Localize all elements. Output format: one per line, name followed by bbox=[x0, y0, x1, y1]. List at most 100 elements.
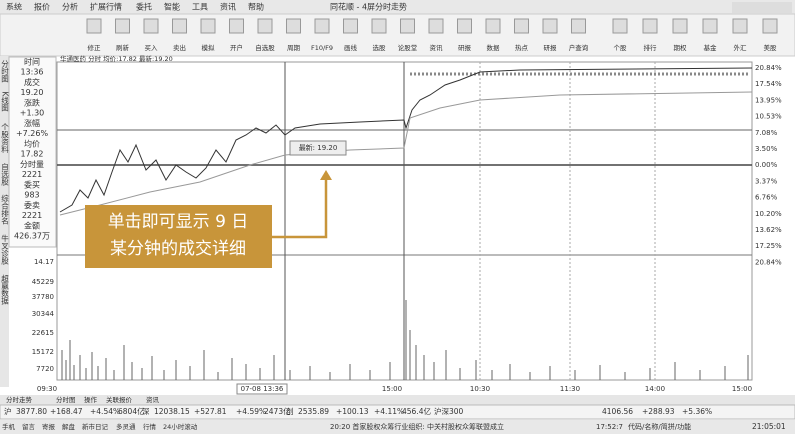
toolbar-label[interactable]: 数据 bbox=[487, 43, 501, 52]
toolbar-icon[interactable] bbox=[702, 18, 718, 34]
menu-item[interactable]: 分析 bbox=[62, 2, 78, 12]
right-axis-label: 17.25% bbox=[755, 242, 782, 250]
menu-bar bbox=[0, 0, 795, 14]
status-button[interactable]: 留言 bbox=[22, 422, 36, 431]
toolbar-icon[interactable] bbox=[485, 18, 501, 34]
toolbar-icon[interactable] bbox=[371, 18, 387, 34]
toolbar-icon[interactable] bbox=[428, 18, 444, 34]
toolbar-label[interactable]: 基金 bbox=[704, 43, 718, 52]
bottom-tab[interactable]: 分时图 bbox=[56, 395, 76, 404]
right-axis-label: 0.00% bbox=[755, 161, 778, 169]
toolbar-icon[interactable] bbox=[762, 18, 778, 34]
toolbar-label[interactable]: 热点 bbox=[515, 43, 529, 52]
toolbar-label[interactable]: 个股 bbox=[614, 44, 628, 52]
toolbar-icon[interactable] bbox=[343, 18, 358, 34]
toolbar-icon[interactable] bbox=[229, 18, 244, 34]
status-button[interactable]: 行情 bbox=[143, 422, 157, 431]
toolbar-label[interactable]: 论股堂 bbox=[398, 43, 418, 52]
menu-item[interactable]: 委托 bbox=[136, 2, 152, 12]
bottom-tab[interactable]: 分时走势 bbox=[6, 395, 33, 404]
toolbar-label[interactable]: 期权 bbox=[674, 43, 688, 52]
toolbar-label[interactable]: 自选股 bbox=[255, 43, 275, 52]
index-item: +4.11% bbox=[374, 407, 404, 416]
sidebar-tab[interactable]: 综合排名 bbox=[0, 193, 9, 226]
status-button[interactable]: 24小时滚动 bbox=[163, 422, 198, 431]
toolbar-icon[interactable] bbox=[672, 18, 688, 34]
info-label: 成交 bbox=[24, 77, 40, 87]
toolbar-label[interactable]: 模拟 bbox=[202, 43, 216, 52]
index-item: 深 bbox=[142, 407, 150, 416]
toolbar-icon[interactable] bbox=[143, 18, 159, 34]
toolbar-icon[interactable] bbox=[542, 18, 558, 34]
toolbar-icon[interactable] bbox=[642, 18, 658, 34]
menu-item[interactable]: 扩展行情 bbox=[90, 2, 122, 12]
right-axis-label: 20.84% bbox=[755, 258, 782, 266]
index-item: 沪 bbox=[4, 406, 12, 416]
search-box[interactable]: 代码/名称/简拼/功能 bbox=[628, 422, 691, 431]
window-controls[interactable] bbox=[732, 2, 792, 13]
toolbar-label[interactable]: 开户 bbox=[230, 43, 243, 52]
status-button[interactable]: 多灵通 bbox=[116, 422, 136, 431]
toolbar-label[interactable]: 户查询 bbox=[569, 43, 589, 52]
toolbar-icon[interactable] bbox=[257, 18, 273, 34]
toolbar-label[interactable]: 研报 bbox=[544, 43, 558, 52]
sidebar-tab[interactable]: 牛叉诊股 bbox=[0, 233, 9, 265]
toolbar-label[interactable]: 选股 bbox=[373, 43, 387, 52]
toolbar-label[interactable]: 刷新 bbox=[116, 43, 130, 52]
sidebar-tab[interactable]: K线图 bbox=[0, 92, 9, 113]
menu-item[interactable]: 报价 bbox=[34, 2, 50, 12]
info-label: 委卖 bbox=[24, 200, 40, 210]
menu-item[interactable]: 系统 bbox=[6, 2, 22, 12]
toolbar-label[interactable]: F10/F9 bbox=[311, 44, 333, 52]
status-button[interactable]: 寄报 bbox=[42, 422, 56, 431]
bottom-tab[interactable]: 操作 bbox=[84, 395, 98, 404]
toolbar-label[interactable]: 买入 bbox=[145, 44, 159, 52]
time-label: 11:30 bbox=[560, 385, 580, 393]
right-axis-label: 13.95% bbox=[755, 96, 782, 104]
bottom-tab[interactable]: 资讯 bbox=[146, 395, 160, 404]
toolbar-label[interactable]: 画线 bbox=[344, 43, 358, 52]
toolbar-icon[interactable] bbox=[457, 18, 472, 34]
right-axis-label: 20.84% bbox=[755, 64, 782, 72]
chart-header: 华通医药 分时 均价:17.82 最新:19.20 bbox=[60, 54, 173, 63]
menu-item[interactable]: 工具 bbox=[192, 3, 208, 12]
index-item: +288.93 bbox=[642, 407, 675, 416]
toolbar-label[interactable]: 资讯 bbox=[430, 43, 444, 52]
toolbar-label[interactable]: 修正 bbox=[88, 43, 102, 52]
sidebar-tab[interactable]: 分时图 bbox=[0, 60, 9, 84]
toolbar-label[interactable]: 美股 bbox=[764, 43, 778, 52]
toolbar-label[interactable]: 卖出 bbox=[173, 43, 186, 52]
toolbar-icon[interactable] bbox=[286, 18, 301, 34]
toolbar-label[interactable]: 外汇 bbox=[734, 43, 748, 52]
status-button[interactable]: 手机 bbox=[2, 422, 16, 431]
menu-item[interactable]: 智能 bbox=[164, 2, 180, 12]
sidebar-tab[interactable]: 超赢数据 bbox=[0, 274, 9, 306]
toolbar-icon[interactable] bbox=[200, 18, 216, 34]
toolbar-label[interactable]: 排行 bbox=[644, 43, 658, 52]
right-axis-label: 3.37% bbox=[755, 177, 778, 185]
toolbar-icon[interactable] bbox=[514, 18, 529, 34]
volume-bars bbox=[61, 300, 749, 380]
menu-item[interactable]: 帮助 bbox=[248, 2, 264, 12]
toolbar-icon[interactable] bbox=[172, 18, 187, 34]
toolbar-icon[interactable] bbox=[571, 18, 586, 34]
toolbar-icon[interactable] bbox=[400, 18, 415, 34]
toolbar-icon[interactable] bbox=[115, 18, 130, 34]
toolbar-icon[interactable] bbox=[612, 18, 628, 34]
toolbar-label[interactable]: 研报 bbox=[458, 43, 472, 52]
arrow-head bbox=[320, 170, 332, 180]
toolbar-icon[interactable] bbox=[86, 18, 102, 34]
status-button[interactable]: 新市日记 bbox=[82, 422, 109, 431]
toolbar-icon[interactable] bbox=[732, 18, 748, 34]
toolbar-icon[interactable] bbox=[314, 18, 330, 34]
info-value: 13:36 bbox=[20, 68, 43, 77]
menu-item[interactable]: 资讯 bbox=[220, 2, 236, 12]
toolbar-label[interactable]: 周期 bbox=[287, 44, 301, 52]
status-button[interactable]: 解盘 bbox=[62, 422, 76, 431]
sidebar-tab[interactable]: 个股资料 bbox=[0, 123, 9, 155]
bottom-tab[interactable]: 关联报价 bbox=[106, 395, 133, 404]
info-value: 17.82 bbox=[21, 150, 44, 159]
sidebar-tab[interactable]: 自选股 bbox=[0, 162, 9, 187]
